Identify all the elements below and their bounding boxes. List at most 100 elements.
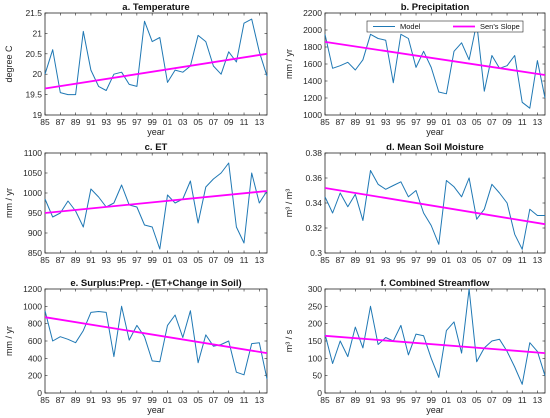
y-tick-label: 0.34 <box>305 198 322 208</box>
sens-slope-trend-line <box>44 52 268 90</box>
y-tick-label: 1000 <box>303 110 322 120</box>
y-axis-title: m³ / s <box>284 329 294 352</box>
x-tick-label: 87 <box>56 255 66 265</box>
x-tick-label: 95 <box>396 255 406 265</box>
y-tick-label: 1200 <box>23 284 42 294</box>
x-tick-label: 87 <box>335 117 345 127</box>
y-axis-title: mm / yr <box>4 188 14 218</box>
x-tick-label: 87 <box>335 255 345 265</box>
x-tick-label: 85 <box>40 395 50 405</box>
x-tick-label: 03 <box>457 395 467 405</box>
panel-title: a. Temperature <box>122 2 189 13</box>
y-tick-label: 1400 <box>303 76 322 86</box>
x-tick-label: 97 <box>132 117 142 127</box>
x-tick-label: 89 <box>351 117 361 127</box>
legend-box <box>366 20 524 33</box>
model-series-line <box>44 162 268 250</box>
x-tick-label: 05 <box>193 117 203 127</box>
x-tick-label: 03 <box>178 255 188 265</box>
x-tick-label: 87 <box>335 395 345 405</box>
model-series-line <box>44 18 268 96</box>
panel-2: 85 87 89 91 93 95 97 99 01 03 05 07 09 11 13 1000 1200 14… <box>284 2 546 137</box>
y-tick-label: 1000 <box>23 188 42 198</box>
x-tick-label: 99 <box>147 395 157 405</box>
x-tick-label: 07 <box>209 395 219 405</box>
x-tick-label: 01 <box>442 117 452 127</box>
y-tick-label: 50 <box>313 371 323 381</box>
x-tick-label: 05 <box>193 395 203 405</box>
y-tick-label: 200 <box>308 319 322 329</box>
x-tick-label: 91 <box>366 117 376 127</box>
x-tick-label: 09 <box>502 395 512 405</box>
y-tick-label: 21 <box>33 28 43 38</box>
x-tick-label: 87 <box>56 395 66 405</box>
x-tick-label: 01 <box>442 395 452 405</box>
x-tick-label: 05 <box>193 255 203 265</box>
x-tick-label: 91 <box>86 395 96 405</box>
x-tick-label: 91 <box>366 255 376 265</box>
y-tick-label: 0.3 <box>310 248 322 258</box>
x-tick-label: 93 <box>381 395 391 405</box>
panel-4: 85 87 89 91 93 95 97 99 01 03 05 07 09 11 13 0.3 0.32 0.3… <box>284 142 546 265</box>
x-tick-label: 07 <box>209 255 219 265</box>
y-tick-label: 0 <box>317 388 322 398</box>
y-tick-label: 200 <box>28 371 42 381</box>
x-tick-label: 11 <box>518 117 527 127</box>
x-tick-label: 13 <box>533 395 543 405</box>
y-tick-label: 0.38 <box>305 148 322 158</box>
panel-6: 85 87 89 91 93 95 97 99 01 03 05 07 09 11 13 0 50 100 150 2… <box>284 278 546 415</box>
y-tick-label: 1000 <box>23 301 42 311</box>
plot-area <box>324 288 546 394</box>
x-tick-label: 89 <box>351 395 361 405</box>
x-tick-label: 99 <box>426 255 436 265</box>
legend: Model Sen's Slope <box>366 20 524 33</box>
x-tick-label: 09 <box>224 117 234 127</box>
x-tick-label: 93 <box>102 395 112 405</box>
panel-title: e. Surplus:Prep. - (ET+Change in Soil) <box>70 278 241 289</box>
x-tick-label: 09 <box>224 255 234 265</box>
model-series-line <box>44 305 268 380</box>
x-tick-label: 05 <box>472 117 482 127</box>
x-tick-label: 95 <box>117 255 127 265</box>
y-tick-label: 300 <box>308 284 322 294</box>
x-tick-label: 13 <box>255 117 265 127</box>
y-tick-label: 1600 <box>303 59 322 69</box>
panel-title: d. Mean Soil Moisture <box>386 142 484 153</box>
x-axis-title: year <box>147 127 165 137</box>
x-tick-label: 99 <box>426 395 436 405</box>
x-tick-label: 13 <box>255 395 265 405</box>
x-tick-label: 93 <box>102 255 112 265</box>
y-axis-title: mm / yr <box>4 326 14 356</box>
x-tick-label: 85 <box>40 255 50 265</box>
x-tick-label: 05 <box>472 395 482 405</box>
x-tick-label: 03 <box>457 117 467 127</box>
x-tick-label: 89 <box>71 255 81 265</box>
x-tick-label: 09 <box>502 255 512 265</box>
x-tick-label: 97 <box>132 395 142 405</box>
x-tick-label: 91 <box>86 117 96 127</box>
x-tick-label: 85 <box>40 117 50 127</box>
x-tick-label: 01 <box>163 117 173 127</box>
x-axis-title: year <box>426 127 444 137</box>
y-tick-label: 0 <box>37 388 42 398</box>
x-tick-label: 89 <box>71 117 81 127</box>
y-tick-label: 900 <box>28 228 42 238</box>
x-tick-label: 99 <box>147 255 157 265</box>
x-tick-label: 07 <box>487 117 497 127</box>
panel-1: 85 87 89 91 93 95 97 99 01 03 05 07 09 11 13 19 19.5 20 20… <box>4 2 268 137</box>
x-axis-title: year <box>426 405 444 415</box>
y-tick-label: 20.5 <box>25 49 42 59</box>
y-tick-label: 400 <box>28 353 42 363</box>
x-tick-label: 85 <box>320 395 330 405</box>
x-axis-title: year <box>147 405 165 415</box>
x-tick-label: 11 <box>240 395 249 405</box>
y-axis-title: m³ / m³ <box>284 189 294 218</box>
model-series-line <box>324 22 546 109</box>
y-tick-label: 150 <box>308 336 322 346</box>
x-tick-label: 95 <box>396 117 406 127</box>
y-tick-label: 1100 <box>24 148 43 158</box>
x-tick-label: 91 <box>366 395 376 405</box>
sens-slope-trend-line <box>324 334 546 354</box>
model-series-line <box>324 170 545 250</box>
x-tick-label: 01 <box>163 255 173 265</box>
